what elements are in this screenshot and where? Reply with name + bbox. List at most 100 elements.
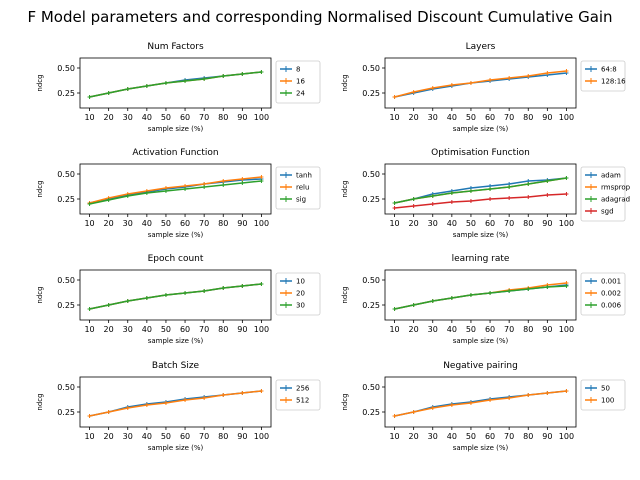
x-tick-label: 70 bbox=[199, 113, 209, 122]
y-axis-label: ndcg bbox=[36, 286, 44, 303]
y-tick-label: 0.50 bbox=[362, 383, 380, 392]
legend-label: sig bbox=[296, 196, 306, 204]
x-axis-label: sample size (%) bbox=[148, 125, 204, 133]
legend-label: tanh bbox=[296, 172, 312, 180]
x-tick-label: 20 bbox=[409, 432, 419, 441]
x-tick-label: 30 bbox=[428, 432, 438, 441]
series-line bbox=[394, 285, 567, 310]
subplot-6: learning rate ndcg sample size (%) 0.25 0.50… bbox=[341, 254, 626, 345]
y-axis-label: ndcg bbox=[36, 180, 44, 197]
y-tick-label: 0.25 bbox=[362, 89, 380, 98]
x-tick-label: 40 bbox=[142, 113, 152, 122]
y-tick-label: 0.25 bbox=[57, 408, 75, 417]
x-tick-label: 10 bbox=[84, 325, 94, 334]
y-axis-label: ndcg bbox=[341, 286, 349, 303]
x-tick-label: 100 bbox=[254, 219, 269, 228]
x-tick-label: 60 bbox=[180, 219, 190, 228]
x-tick-label: 50 bbox=[466, 113, 476, 122]
x-tick-label: 100 bbox=[254, 432, 269, 441]
x-tick-label: 60 bbox=[485, 219, 495, 228]
legend-label: 512 bbox=[296, 397, 309, 405]
series-line bbox=[89, 283, 262, 310]
x-tick-label: 40 bbox=[447, 325, 457, 334]
subplot-title: Num Factors bbox=[147, 42, 204, 52]
x-tick-label: 20 bbox=[409, 325, 419, 334]
x-tick-label: 50 bbox=[161, 113, 171, 122]
x-tick-label: 40 bbox=[142, 219, 152, 228]
series-line bbox=[394, 177, 567, 204]
legend-label: 0.006 bbox=[601, 302, 622, 310]
legend: 0.001 0.002 0.006 bbox=[580, 272, 626, 316]
legend-label: adam bbox=[601, 172, 621, 180]
y-tick-label: 0.50 bbox=[57, 64, 75, 73]
x-tick-label: 20 bbox=[104, 325, 114, 334]
x-tick-label: 30 bbox=[428, 219, 438, 228]
x-tick-label: 30 bbox=[123, 432, 133, 441]
legend: 10 20 30 bbox=[275, 272, 321, 316]
x-tick-label: 90 bbox=[542, 113, 552, 122]
x-axis-label: sample size (%) bbox=[148, 231, 204, 239]
series-line bbox=[394, 282, 567, 310]
x-axis-label: sample size (%) bbox=[148, 444, 204, 452]
x-tick-label: 40 bbox=[447, 432, 457, 441]
x-tick-label: 20 bbox=[409, 113, 419, 122]
x-tick-label: 80 bbox=[218, 219, 228, 228]
legend: 64:8 128:16 bbox=[580, 60, 626, 92]
y-tick-label: 0.50 bbox=[362, 170, 380, 179]
legend: adam rmsprop adagrad sgd bbox=[580, 166, 631, 222]
x-tick-label: 70 bbox=[199, 325, 209, 334]
x-tick-label: 60 bbox=[485, 432, 495, 441]
series-line bbox=[89, 71, 262, 98]
legend-label: 256 bbox=[296, 385, 310, 393]
x-tick-label: 70 bbox=[504, 432, 514, 441]
x-tick-label: 70 bbox=[504, 219, 514, 228]
x-tick-label: 30 bbox=[123, 113, 133, 122]
y-tick-label: 0.25 bbox=[57, 89, 75, 98]
x-axis-label: sample size (%) bbox=[453, 337, 509, 345]
legend-label: 16 bbox=[296, 78, 305, 86]
series-line bbox=[89, 390, 262, 417]
x-axis-label: sample size (%) bbox=[148, 337, 204, 345]
x-tick-label: 10 bbox=[84, 219, 94, 228]
legend-label: 8 bbox=[296, 66, 300, 74]
x-tick-label: 50 bbox=[161, 325, 171, 334]
x-tick-label: 100 bbox=[559, 432, 574, 441]
x-tick-label: 80 bbox=[218, 113, 228, 122]
x-tick-label: 60 bbox=[485, 113, 495, 122]
x-tick-label: 10 bbox=[84, 432, 94, 441]
x-tick-label: 70 bbox=[199, 219, 209, 228]
x-tick-label: 70 bbox=[504, 113, 514, 122]
legend-label: 128:16 bbox=[601, 78, 626, 86]
x-tick-label: 30 bbox=[123, 219, 133, 228]
series-line bbox=[89, 178, 262, 204]
x-tick-label: 100 bbox=[559, 325, 574, 334]
x-tick-label: 90 bbox=[237, 432, 247, 441]
subplot-title: Layers bbox=[466, 42, 496, 52]
y-tick-label: 0.50 bbox=[362, 64, 380, 73]
y-axis-label: ndcg bbox=[36, 74, 44, 91]
legend-label: 50 bbox=[601, 385, 610, 393]
subplot-title: Epoch count bbox=[148, 254, 204, 264]
x-tick-label: 50 bbox=[466, 325, 476, 334]
series-line bbox=[89, 180, 262, 205]
subplot-2: Layers ndcg sample size (%) 0.25 0.50 10 20 30 4… bbox=[341, 42, 626, 133]
y-tick-label: 0.50 bbox=[57, 170, 75, 179]
x-tick-label: 20 bbox=[104, 113, 114, 122]
legend-label: 24 bbox=[296, 90, 305, 98]
x-tick-label: 90 bbox=[542, 325, 552, 334]
y-tick-label: 0.25 bbox=[362, 301, 380, 310]
x-tick-label: 80 bbox=[218, 432, 228, 441]
x-tick-label: 100 bbox=[559, 219, 574, 228]
x-tick-label: 10 bbox=[389, 432, 399, 441]
plot-frame bbox=[384, 163, 577, 215]
x-tick-label: 80 bbox=[523, 113, 533, 122]
series-line bbox=[89, 176, 262, 204]
subplot-title: Negative pairing bbox=[443, 361, 518, 371]
subplot-title: Activation Function bbox=[132, 148, 218, 158]
x-tick-label: 60 bbox=[485, 325, 495, 334]
x-tick-label: 20 bbox=[409, 219, 419, 228]
subplot-7: Batch Size ndcg sample size (%) 0.25 0.50 10 2… bbox=[36, 361, 321, 452]
y-axis-label: ndcg bbox=[341, 74, 349, 91]
series-line bbox=[394, 177, 567, 204]
